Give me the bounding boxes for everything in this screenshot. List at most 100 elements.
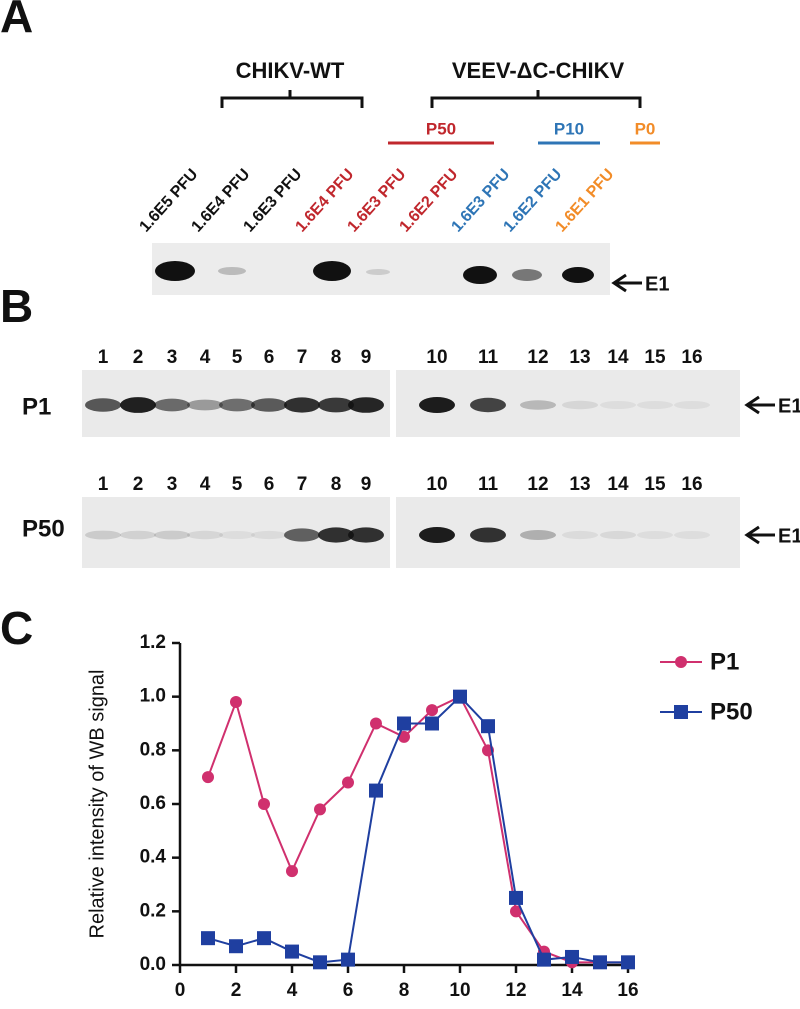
- point: [453, 689, 467, 704]
- y-tick-label: 1.2: [140, 632, 166, 653]
- marker-label: E1: [645, 273, 669, 295]
- subgroup-label: P10: [554, 119, 584, 138]
- band: [251, 530, 287, 540]
- point: [202, 771, 214, 784]
- band: [187, 530, 223, 540]
- band: [120, 397, 156, 413]
- point: [341, 952, 355, 967]
- band: [600, 530, 636, 540]
- y-tick-label: 0.2: [140, 900, 166, 921]
- point: [397, 716, 411, 731]
- lane-number: 9: [361, 474, 372, 495]
- row-label: P1: [22, 393, 51, 420]
- lane-number: 7: [297, 347, 308, 368]
- group-label: VEEV-ΔC-CHIKV: [452, 58, 625, 83]
- lane-number: 9: [361, 347, 372, 368]
- marker-label: E1: [778, 525, 800, 547]
- legend-marker: [675, 656, 687, 668]
- subgroup-label: P0: [635, 119, 656, 138]
- lane-number: 10: [426, 347, 447, 368]
- group-label: CHIKV-WT: [236, 58, 345, 83]
- lane-number: 4: [200, 347, 211, 368]
- point: [314, 803, 326, 816]
- x-tick-label: 16: [617, 980, 638, 1001]
- lane-number: 12: [527, 347, 548, 368]
- lane-number: 3: [167, 347, 178, 368]
- x-tick-label: 0: [175, 980, 186, 1001]
- y-tick-label: 1.0: [140, 686, 166, 707]
- band: [348, 397, 384, 413]
- point: [398, 730, 410, 743]
- legend-marker: [674, 705, 688, 719]
- point: [369, 783, 383, 798]
- lane-number: 6: [264, 474, 275, 495]
- point: [426, 704, 438, 717]
- band: [463, 266, 497, 284]
- band: [154, 398, 190, 412]
- lane-number: 2: [133, 474, 144, 495]
- band: [470, 527, 506, 543]
- band: [154, 530, 190, 540]
- band: [520, 400, 556, 410]
- point: [537, 952, 551, 967]
- band: [318, 397, 354, 413]
- x-tick-label: 4: [287, 980, 298, 1001]
- lane-number: 4: [200, 474, 211, 495]
- x-tick-label: 8: [399, 980, 410, 1001]
- band: [284, 528, 320, 542]
- lane-number: 11: [478, 474, 499, 495]
- lane-number: 15: [644, 347, 666, 368]
- blot-bands: [155, 261, 594, 284]
- band: [562, 400, 598, 410]
- arrow: [611, 273, 642, 293]
- x-tick-label: 14: [561, 980, 583, 1001]
- lane-number: 8: [331, 347, 342, 368]
- band: [85, 398, 121, 412]
- lane-number: 5: [232, 474, 243, 495]
- point: [510, 905, 522, 918]
- row-label: P50: [22, 515, 65, 542]
- lane-number: 8: [331, 474, 342, 495]
- x-tick-label: 2: [231, 980, 242, 1001]
- lane-number: 16: [681, 474, 702, 495]
- band: [562, 267, 594, 283]
- point: [342, 776, 354, 789]
- x-tick-label: 12: [505, 980, 526, 1001]
- lane-number: 13: [569, 347, 590, 368]
- point: [229, 939, 243, 954]
- band: [155, 261, 195, 281]
- point: [230, 696, 242, 709]
- band: [313, 261, 351, 281]
- band: [219, 398, 255, 412]
- band: [85, 530, 121, 540]
- lane-number: 5: [232, 347, 243, 368]
- legend-label: P1: [710, 648, 739, 675]
- lane-number: 14: [607, 474, 629, 495]
- lane-number: 14: [607, 347, 629, 368]
- lane-number: 11: [478, 347, 499, 368]
- band: [218, 267, 246, 275]
- y-tick-label: 0.6: [140, 793, 166, 814]
- band: [470, 397, 506, 413]
- lane-number: 15: [644, 474, 666, 495]
- point: [313, 955, 327, 970]
- band: [348, 527, 384, 543]
- point: [257, 931, 271, 946]
- lane-number: 12: [527, 474, 548, 495]
- arrow: [744, 395, 775, 415]
- y-axis-label: Relative intensity of WB signal: [86, 669, 108, 938]
- marker-label: E1: [778, 395, 800, 417]
- band: [600, 400, 636, 410]
- series-line: [207, 695, 628, 964]
- bracket: [220, 90, 364, 108]
- band: [562, 530, 598, 540]
- lane-number: 7: [297, 474, 308, 495]
- panel-label: A: [0, 0, 33, 42]
- band: [187, 399, 223, 411]
- lane-number: 10: [426, 474, 447, 495]
- subgroup-label: P50: [426, 119, 456, 138]
- point: [425, 716, 439, 731]
- band: [512, 269, 542, 281]
- band: [318, 527, 354, 543]
- point: [481, 719, 495, 734]
